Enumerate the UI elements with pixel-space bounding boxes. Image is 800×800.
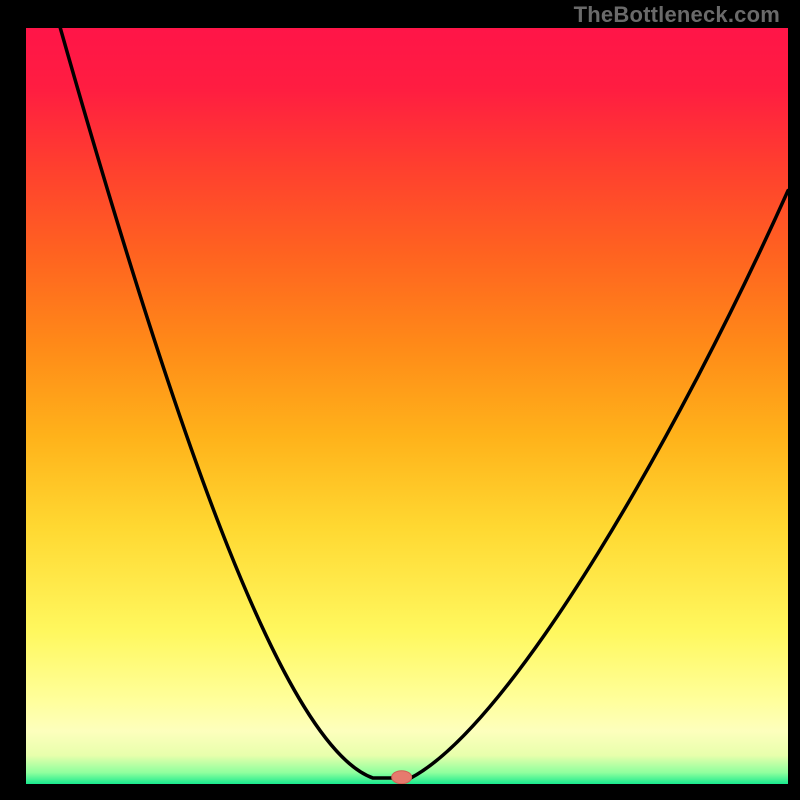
bottleneck-curve-chart [0,0,800,800]
plot-background [26,28,788,784]
optimum-marker [392,771,412,784]
watermark-text: TheBottleneck.com [574,2,780,28]
chart-container: { "watermark": { "text": "TheBottleneck.… [0,0,800,800]
